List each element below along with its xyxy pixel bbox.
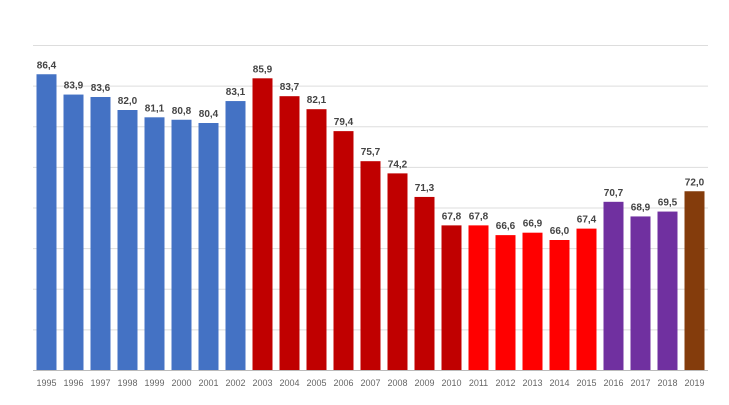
bar-2017 <box>630 216 651 370</box>
x-tick-label: 2004 <box>279 378 299 388</box>
x-tick-label: 2011 <box>469 378 488 388</box>
x-tick-label: 2010 <box>441 378 461 388</box>
data-label: 83,1 <box>226 87 246 98</box>
data-label: 68,9 <box>631 202 651 213</box>
data-label: 75,7 <box>361 147 381 158</box>
bar-2007 <box>360 161 381 370</box>
data-label: 80,4 <box>199 109 219 120</box>
bar-2000 <box>171 119 192 370</box>
bar-2005 <box>306 109 327 370</box>
x-tick-label: 2015 <box>576 378 596 388</box>
x-tick-label: 2007 <box>360 378 380 388</box>
bar-2009 <box>414 196 435 370</box>
data-label: 67,8 <box>442 211 462 222</box>
bar-1997 <box>90 97 111 370</box>
bar-2012 <box>495 235 516 370</box>
x-tick-label: 2001 <box>198 378 218 388</box>
data-label: 67,4 <box>577 215 597 226</box>
x-tick-label: 1999 <box>144 378 164 388</box>
data-label: 79,4 <box>334 117 354 128</box>
x-tick-label: 2016 <box>603 378 623 388</box>
x-tick-label: 2012 <box>495 378 515 388</box>
bar-1996 <box>63 94 84 370</box>
x-tick-label: 2018 <box>657 378 677 388</box>
data-label: 82,1 <box>307 95 327 106</box>
bar-2006 <box>333 131 354 370</box>
data-label: 70,7 <box>604 188 624 199</box>
bar-2018 <box>657 211 678 370</box>
bar-2016 <box>603 201 624 370</box>
bar-2002 <box>225 101 246 370</box>
data-label: 72,0 <box>685 177 705 188</box>
bar-2015 <box>576 228 597 370</box>
x-tick-label: 2014 <box>549 378 569 388</box>
bar-1998 <box>117 110 138 370</box>
data-label: 67,8 <box>469 211 489 222</box>
bar-2010 <box>441 225 462 370</box>
data-label: 66,0 <box>550 226 570 237</box>
x-tick-label: 1998 <box>117 378 137 388</box>
bar-2014 <box>549 240 570 370</box>
bar-1999 <box>144 117 165 370</box>
bar-2019 <box>684 191 705 370</box>
x-tick-labels: 1995 1996 1997 1998 1999 2000 2001 2002 2003 2004… <box>36 378 704 388</box>
x-tick-label: 2013 <box>522 378 542 388</box>
data-label: 81,1 <box>145 103 165 114</box>
x-tick-label: 2006 <box>333 378 353 388</box>
data-label: 82,0 <box>118 96 138 107</box>
bar-2001 <box>198 123 219 370</box>
bar-2013 <box>522 232 543 370</box>
bar-2008 <box>387 173 408 370</box>
data-labels: 86,4 83,9 83,6 82,0 81,1 80,8 80,4 83,1 85,9 83,7… <box>37 60 705 237</box>
x-tick-label: 1997 <box>90 378 110 388</box>
data-label: 86,4 <box>37 60 57 71</box>
data-label: 74,2 <box>388 159 408 170</box>
data-label: 71,3 <box>415 183 435 194</box>
bar-2003 <box>252 78 273 370</box>
x-tick-label: 2019 <box>684 378 704 388</box>
x-tick-label: 2017 <box>630 378 650 388</box>
bar-2011 <box>468 225 489 370</box>
data-label: 80,8 <box>172 106 192 117</box>
x-tick-label: 2005 <box>306 378 326 388</box>
x-tick-label: 2009 <box>414 378 434 388</box>
data-label: 83,6 <box>91 83 111 94</box>
x-tick-label: 1996 <box>63 378 83 388</box>
x-tick-label: 2003 <box>252 378 272 388</box>
data-label: 83,9 <box>64 81 84 92</box>
x-tick-label: 2000 <box>171 378 191 388</box>
data-label: 66,6 <box>496 221 516 232</box>
bar-2004 <box>279 96 300 370</box>
x-tick-label: 2002 <box>225 378 245 388</box>
x-tick-label: 2008 <box>387 378 407 388</box>
bar-1995 <box>36 74 57 370</box>
data-label: 85,9 <box>253 64 273 75</box>
data-label: 69,5 <box>658 198 678 209</box>
data-label: 83,7 <box>280 82 300 93</box>
data-label: 66,9 <box>523 219 543 230</box>
x-tick-label: 1995 <box>36 378 56 388</box>
bars <box>36 74 705 370</box>
